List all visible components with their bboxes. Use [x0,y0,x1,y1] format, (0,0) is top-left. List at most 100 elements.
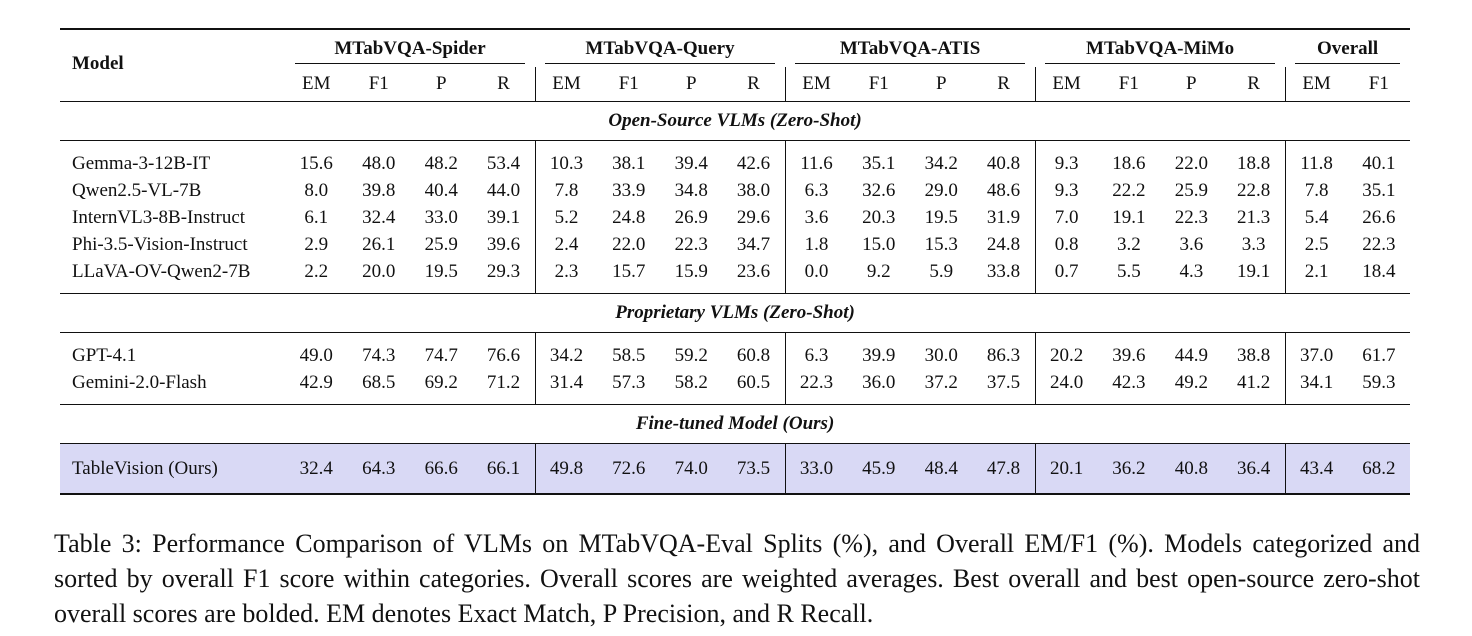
score-cell: 76.6 [486,344,521,366]
model-name: Phi-3.5-Vision-Instruct [72,233,248,255]
score-cell: 20.2 [1034,332,1098,369]
score-cell: 34.2 [924,152,958,174]
score-cell: 15.0 [862,233,896,255]
score-cell: 9.3 [1034,140,1098,177]
score-cell: 38.1 [612,152,646,174]
score-cell: 33.0 [424,206,458,228]
score-cell: 11.8 [1284,140,1348,177]
score-cell: 18.8 [1236,152,1271,174]
table-row: TableVision (Ours) 32.4 64.3 66.6 66.1 49.8 72… [60,443,1411,495]
score-cell: 32.6 [862,179,896,201]
sub-header-em: EM [784,67,848,102]
score-cell: 31.4 [534,369,598,405]
sub-header-f1: F1 [368,73,389,94]
score-cell: 1.8 [784,231,848,258]
table-row: Phi-3.5-Vision-Instruct 2.9 26.1 25.9 39.6 2.… [60,231,1410,258]
score-cell: 20.1 [1034,443,1098,495]
score-cell: 33.9 [612,179,646,201]
score-cell: 40.4 [424,179,458,201]
score-cell: 58.2 [674,371,708,393]
score-cell: 42.3 [1112,371,1146,393]
score-cell: 29.3 [486,260,521,282]
score-cell: 66.6 [410,443,473,495]
score-cell: 37.0 [1284,332,1348,369]
score-cell: 3.6 [1179,233,1204,255]
score-cell: 2.1 [1284,258,1348,294]
score-cell: 43.4 [1284,443,1348,495]
score-cell: 22.3 [1362,233,1396,255]
score-cell: 31.9 [986,206,1021,228]
score-cell: 66.1 [472,443,536,495]
score-cell: 21.3 [1236,206,1271,228]
category-row: Open-Source VLMs (Zero-Shot) [60,101,1411,141]
model-name: LLaVA-OV-Qwen2-7B [72,260,251,282]
score-cell: 64.3 [347,443,410,495]
score-cell: 6.1 [304,206,329,228]
score-cell: 6.3 [784,177,848,204]
score-cell: 2.9 [304,233,329,255]
score-cell: 20.0 [362,260,396,282]
model-name: Qwen2.5-VL-7B [72,179,202,201]
sub-header-p: P [935,73,947,94]
score-cell: 3.2 [1116,233,1141,255]
sub-header-em: EM [302,73,331,94]
results-body: Open-Source VLMs (Zero-Shot) Gemma-3-12B-… [60,101,1411,495]
score-cell: 7.8 [1284,177,1348,204]
score-cell: 11.6 [784,140,848,177]
score-cell: 5.5 [1116,260,1141,282]
score-cell: 48.2 [424,152,458,174]
score-cell: 25.9 [424,233,458,255]
score-cell: 19.1 [1112,206,1146,228]
score-cell: 34.1 [1284,369,1348,405]
score-cell: 26.6 [1362,206,1396,228]
sub-header-f1: F1 [1118,73,1139,94]
sub-header-em: EM [1284,67,1348,102]
score-cell: 49.2 [1174,371,1208,393]
sub-header-r: R [747,73,760,94]
model-name: Gemini-2.0-Flash [72,371,207,393]
score-cell: 58.5 [612,344,646,366]
score-cell: 57.3 [612,371,646,393]
score-cell: 15.3 [924,233,958,255]
score-cell: 33.0 [784,443,848,495]
score-cell: 48.4 [910,443,973,495]
sub-header-em: EM [534,67,598,102]
sub-header-p: P [685,73,697,94]
score-cell: 15.7 [612,260,646,282]
score-cell: 38.0 [736,179,771,201]
score-cell: 30.0 [924,344,958,366]
score-cell: 41.2 [1236,371,1271,393]
results-table: Model MTabVQA-Spider MTabVQA-Query MTabV… [60,28,1411,495]
score-cell: 42.9 [299,371,333,393]
sub-header-f1: F1 [868,73,889,94]
score-cell: 22.8 [1236,179,1271,201]
score-cell: 22.0 [612,233,646,255]
score-cell: 86.3 [986,344,1021,366]
score-cell: 2.5 [1284,231,1348,258]
score-cell: 22.0 [1174,152,1208,174]
table-caption: Table 3: Performance Comparison of VLMs … [54,529,1420,628]
sub-header-r: R [1247,73,1260,94]
table-row: Qwen2.5-VL-7B 8.0 39.8 40.4 44.0 7.8 33.9 34.8 3… [60,177,1410,204]
score-cell: 39.9 [862,344,896,366]
table-row: Gemma-3-12B-IT 15.6 48.0 48.2 53.4 10.3 38.1 39… [60,140,1410,177]
score-cell: 26.1 [362,233,396,255]
score-cell: 24.8 [612,206,646,228]
score-cell: 20.3 [862,206,896,228]
score-cell: 3.3 [1241,233,1266,255]
group-header-mimo: MTabVQA-MiMo [1035,29,1285,67]
table-row: GPT-4.1 49.0 74.3 74.7 76.6 34.2 58.5 59.2 60.8 6… [60,332,1410,369]
score-cell: 4.3 [1179,260,1204,282]
score-cell: 26.9 [674,206,708,228]
score-cell: 73.5 [722,443,786,495]
score-cell: 5.4 [1284,204,1348,231]
score-cell: 72.6 [597,443,661,495]
sub-header-r: R [997,73,1010,94]
score-cell: 53.4 [486,152,521,174]
score-cell: 18.6 [1112,152,1146,174]
score-cell: 71.2 [486,371,521,393]
score-cell: 34.2 [534,332,598,369]
score-cell: 19.1 [1236,260,1271,282]
score-cell: 9.2 [866,260,891,282]
score-cell: 7.8 [534,177,598,204]
